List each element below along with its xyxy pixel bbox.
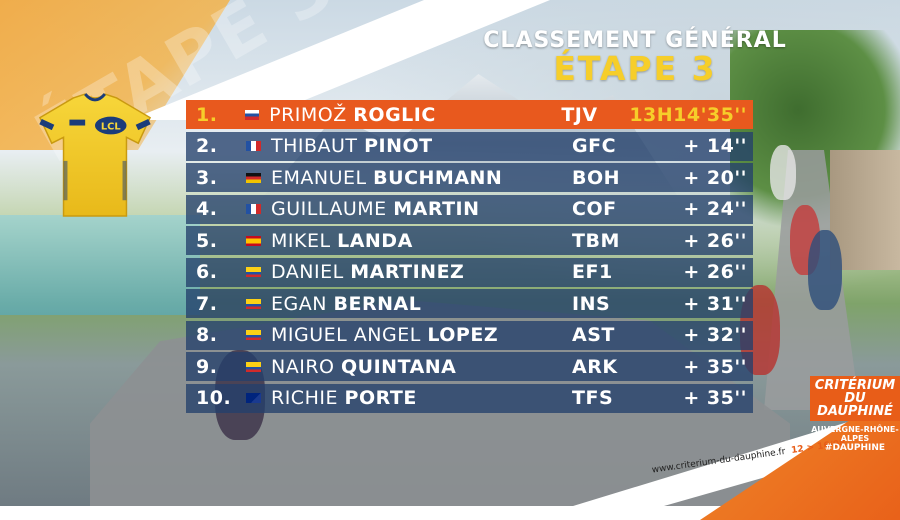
standings-row: 2. THIBAUT PINOT GFC + 14''	[186, 131, 753, 161]
team-code: COF	[572, 198, 617, 220]
rider-name: RICHIE PORTE	[271, 387, 572, 409]
colombia-flag-icon	[246, 298, 261, 309]
position: 4.	[196, 198, 218, 220]
time-gap: + 35''	[683, 387, 747, 409]
time-gap: + 24''	[683, 198, 747, 220]
rider-last-name: ROGLIC	[353, 103, 436, 126]
yellow-jersey-icon: LCL	[38, 93, 152, 217]
rider-first-name: PRIMOŽ	[269, 103, 347, 126]
race-logo: CRITÉRIUM DU DAUPHINÉ	[810, 376, 900, 421]
rider-name: MIGUEL ANGEL LOPEZ	[271, 324, 572, 346]
rider-last-name: BERNAL	[333, 292, 422, 315]
position: 7.	[196, 292, 218, 315]
rider-last-name: QUINTANA	[341, 355, 457, 378]
rider-name: DANIEL MARTINEZ	[271, 261, 572, 283]
standings-row: 3. EMANUEL BUCHMANN BOH + 20''	[186, 163, 753, 192]
cyclist	[808, 230, 842, 310]
position: 2.	[196, 135, 218, 157]
colombia-flag-icon	[246, 361, 261, 372]
spain-flag-icon	[246, 235, 261, 246]
team-code: ARK	[572, 355, 618, 378]
stone-wall	[830, 150, 900, 270]
rider-last-name: PORTE	[344, 387, 417, 409]
standings-row: 5. MIKEL LANDA TBM + 26''	[186, 226, 753, 255]
standings-row: 6. DANIEL MARTINEZ EF1 + 26''	[186, 257, 753, 287]
team-code: TJV	[561, 103, 598, 126]
lake	[0, 215, 200, 315]
cyclist	[770, 145, 796, 200]
region-label: AUVERGNE-RHÔNE-ALPES	[811, 425, 899, 443]
standings-row: 4. GUILLAUME MARTIN COF + 24''	[186, 194, 753, 224]
position: 5.	[196, 229, 218, 252]
time-gap: 13H14'35''	[629, 103, 747, 126]
team-code: TBM	[572, 229, 620, 252]
rider-name: PRIMOŽ ROGLIC	[269, 104, 561, 126]
germany-flag-icon	[246, 172, 261, 183]
rider-last-name: LANDA	[337, 229, 413, 252]
team-code: TFS	[572, 387, 614, 409]
rider-first-name: EGAN	[271, 292, 327, 315]
standings-row: 1. PRIMOŽ ROGLIC TJV 13H14'35''	[186, 100, 753, 129]
colombia-flag-icon	[246, 267, 261, 277]
header: CLASSEMENT GÉNÉRAL ÉTAPE 3	[440, 28, 830, 88]
team-code: AST	[572, 324, 615, 346]
position: 3.	[196, 166, 218, 189]
rider-first-name: MIKEL	[271, 229, 331, 252]
rider-last-name: MARTINEZ	[350, 261, 465, 283]
page-title: CLASSEMENT GÉNÉRAL	[483, 28, 787, 53]
standings-table: 1. PRIMOŽ ROGLIC TJV 13H14'35'' 2. THIBAUT PI…	[186, 100, 753, 415]
standings-row: 9. NAIRO QUINTANA ARK + 35''	[186, 352, 753, 381]
time-gap: + 32''	[683, 324, 747, 346]
race-brand: CRITÉRIUM DU DAUPHINÉ AUVERGNE-RHÔNE-ALP…	[810, 376, 900, 453]
time-gap: + 35''	[683, 355, 747, 378]
slovenia-flag-icon	[244, 109, 260, 120]
position: 6.	[196, 261, 218, 283]
rider-last-name: LOPEZ	[427, 324, 499, 346]
team-code: GFC	[572, 135, 617, 157]
time-gap: + 31''	[683, 292, 747, 315]
rider-first-name: RICHIE	[271, 387, 338, 409]
standings-row: 8. MIGUEL ANGEL LOPEZ AST + 32''	[186, 320, 753, 350]
svg-text:LCL: LCL	[101, 121, 121, 132]
rider-name: MIKEL LANDA	[271, 230, 572, 252]
position: 10.	[196, 387, 232, 409]
position: 1.	[196, 103, 218, 126]
team-code: EF1	[572, 261, 613, 283]
standings-row: 10. RICHIE PORTE TFS + 35''	[186, 383, 753, 413]
stage-title: ÉTAPE 3	[553, 49, 717, 88]
hashtag: #DAUPHINE	[824, 443, 886, 453]
rider-first-name: MIGUEL ANGEL	[271, 324, 421, 346]
rider-last-name: MARTIN	[393, 198, 480, 220]
rider-first-name: DANIEL	[271, 261, 344, 283]
rider-first-name: GUILLAUME	[271, 198, 387, 220]
rider-name: GUILLAUME MARTIN	[271, 198, 572, 220]
rider-first-name: EMANUEL	[271, 166, 367, 189]
rider-name: NAIRO QUINTANA	[271, 356, 572, 378]
position: 8.	[196, 324, 218, 346]
rider-name: THIBAUT PINOT	[271, 135, 572, 157]
rider-name: EGAN BERNAL	[271, 293, 572, 315]
france-flag-icon	[246, 204, 261, 214]
standings-row: 7. EGAN BERNAL INS + 31''	[186, 289, 753, 318]
team-code: INS	[572, 292, 611, 315]
rider-last-name: PINOT	[364, 135, 433, 157]
time-gap: + 26''	[683, 261, 747, 283]
time-gap: + 26''	[683, 229, 747, 252]
team-code: BOH	[572, 166, 621, 189]
rider-name: EMANUEL BUCHMANN	[271, 167, 572, 189]
rider-first-name: NAIRO	[271, 355, 335, 378]
rider-last-name: BUCHMANN	[373, 166, 503, 189]
australia-flag-icon	[246, 393, 261, 403]
time-gap: + 20''	[683, 166, 747, 189]
position: 9.	[196, 355, 218, 378]
rider-first-name: THIBAUT	[271, 135, 358, 157]
france-flag-icon	[246, 141, 261, 151]
colombia-flag-icon	[246, 330, 261, 340]
time-gap: + 14''	[683, 135, 747, 157]
